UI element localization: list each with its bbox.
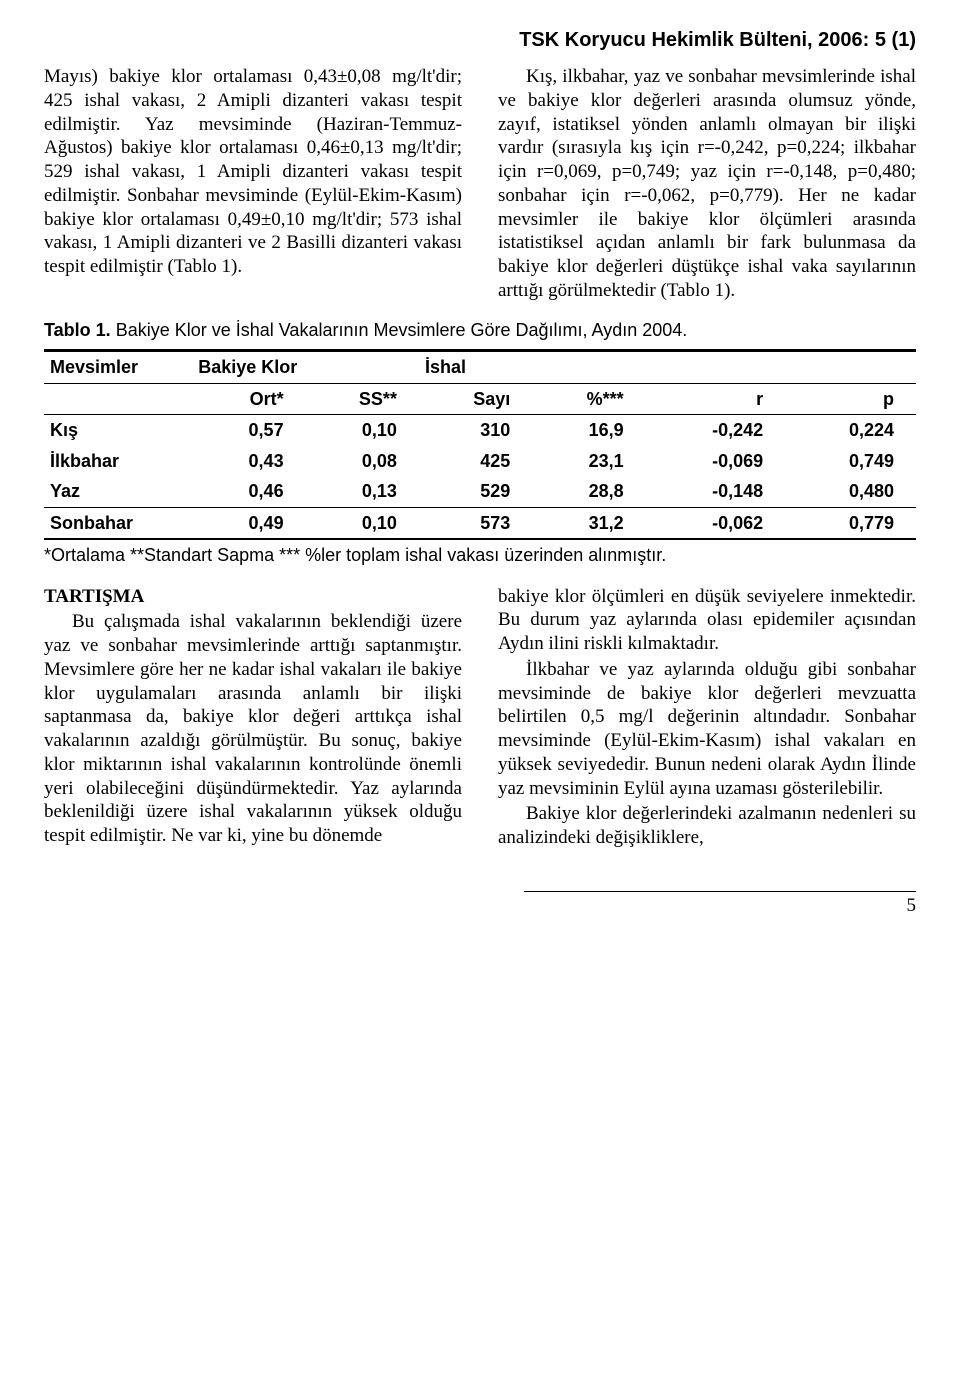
table-cell-pct: 16,9: [532, 415, 645, 446]
table-cell-r: -0,148: [646, 476, 786, 507]
intro-columns: Mayıs) bakiye klor ortalaması 0,43±0,08 …: [44, 65, 916, 303]
header-blank-1: [646, 351, 786, 384]
table-caption-text: Bakiye Klor ve İshal Vakalarının Mevsiml…: [111, 320, 688, 340]
table-cell-sayi: 425: [419, 446, 532, 477]
table-body: Kış0,570,1031016,9-0,2420,224İlkbahar0,4…: [44, 415, 916, 540]
table-caption: Tablo 1. Bakiye Klor ve İshal Vakalarını…: [44, 319, 916, 342]
header-sayi: Sayı: [419, 383, 532, 415]
table-row: Kış0,570,1031016,9-0,2420,224: [44, 415, 916, 446]
table-cell-sayi: 573: [419, 507, 532, 539]
table-cell-ss: 0,10: [306, 507, 419, 539]
table-cell-label: Yaz: [44, 476, 192, 507]
header-p: p: [785, 383, 916, 415]
table-cell-label: İlkbahar: [44, 446, 192, 477]
table-cell-pct: 28,8: [532, 476, 645, 507]
discussion-paragraph-2: bakiye klor ölçümleri en düşük seviyeler…: [498, 585, 916, 656]
discussion-paragraph-4: Bakiye klor değerlerindeki azalmanın ned…: [498, 802, 916, 850]
data-table: Mevsimler Bakiye Klor İshal Ort* SS** Sa…: [44, 349, 916, 540]
table-header-row-1: Mevsimler Bakiye Klor İshal: [44, 351, 916, 384]
table-cell-r: -0,069: [646, 446, 786, 477]
paragraph-right: Kış, ilkbahar, yaz ve sonbahar mevsimler…: [498, 65, 916, 303]
table-cell-pct: 23,1: [532, 446, 645, 477]
header-blank-2: [785, 351, 916, 384]
header-mevsimler: Mevsimler: [44, 351, 192, 384]
header-r: r: [646, 383, 786, 415]
table-cell-ss: 0,10: [306, 415, 419, 446]
header-ss: SS**: [306, 383, 419, 415]
header-bakiye-klor: Bakiye Klor: [192, 351, 419, 384]
table-cell-ss: 0,13: [306, 476, 419, 507]
discussion-columns: TARTIŞMA Bu çalışmada ishal vakalarının …: [44, 585, 916, 851]
journal-header: TSK Koryucu Hekimlik Bülteni, 2006: 5 (1…: [44, 28, 916, 53]
table-caption-label: Tablo 1.: [44, 320, 111, 340]
table-cell-ort: 0,49: [192, 507, 305, 539]
table-row: İlkbahar0,430,0842523,1-0,0690,749: [44, 446, 916, 477]
header-blank-3: [44, 383, 192, 415]
section-heading-tartisma: TARTIŞMA: [44, 585, 462, 609]
table-cell-sayi: 529: [419, 476, 532, 507]
table-row: Yaz0,460,1352928,8-0,1480,480: [44, 476, 916, 507]
discussion-paragraph-1: Bu çalışmada ishal vakalarının beklendiğ…: [44, 610, 462, 848]
table-cell-r: -0,062: [646, 507, 786, 539]
header-pct: %***: [532, 383, 645, 415]
table-footnote: *Ortalama **Standart Sapma *** %ler topl…: [44, 544, 916, 567]
table-cell-r: -0,242: [646, 415, 786, 446]
table-header-row-2: Ort* SS** Sayı %*** r p: [44, 383, 916, 415]
table-cell-label: Kış: [44, 415, 192, 446]
table-row: Sonbahar0,490,1057331,2-0,0620,779: [44, 507, 916, 539]
table-cell-ort: 0,43: [192, 446, 305, 477]
table-cell-p: 0,779: [785, 507, 916, 539]
table-cell-p: 0,224: [785, 415, 916, 446]
table-cell-pct: 31,2: [532, 507, 645, 539]
table-cell-ss: 0,08: [306, 446, 419, 477]
table-cell-ort: 0,57: [192, 415, 305, 446]
table-cell-ort: 0,46: [192, 476, 305, 507]
table-cell-p: 0,480: [785, 476, 916, 507]
table-cell-p: 0,749: [785, 446, 916, 477]
header-ishal: İshal: [419, 351, 646, 384]
page-number: 5: [524, 891, 916, 918]
header-ort: Ort*: [192, 383, 305, 415]
table-cell-sayi: 310: [419, 415, 532, 446]
table-cell-label: Sonbahar: [44, 507, 192, 539]
paragraph-left: Mayıs) bakiye klor ortalaması 0,43±0,08 …: [44, 65, 462, 279]
discussion-paragraph-3: İlkbahar ve yaz aylarında olduğu gibi so…: [498, 658, 916, 801]
